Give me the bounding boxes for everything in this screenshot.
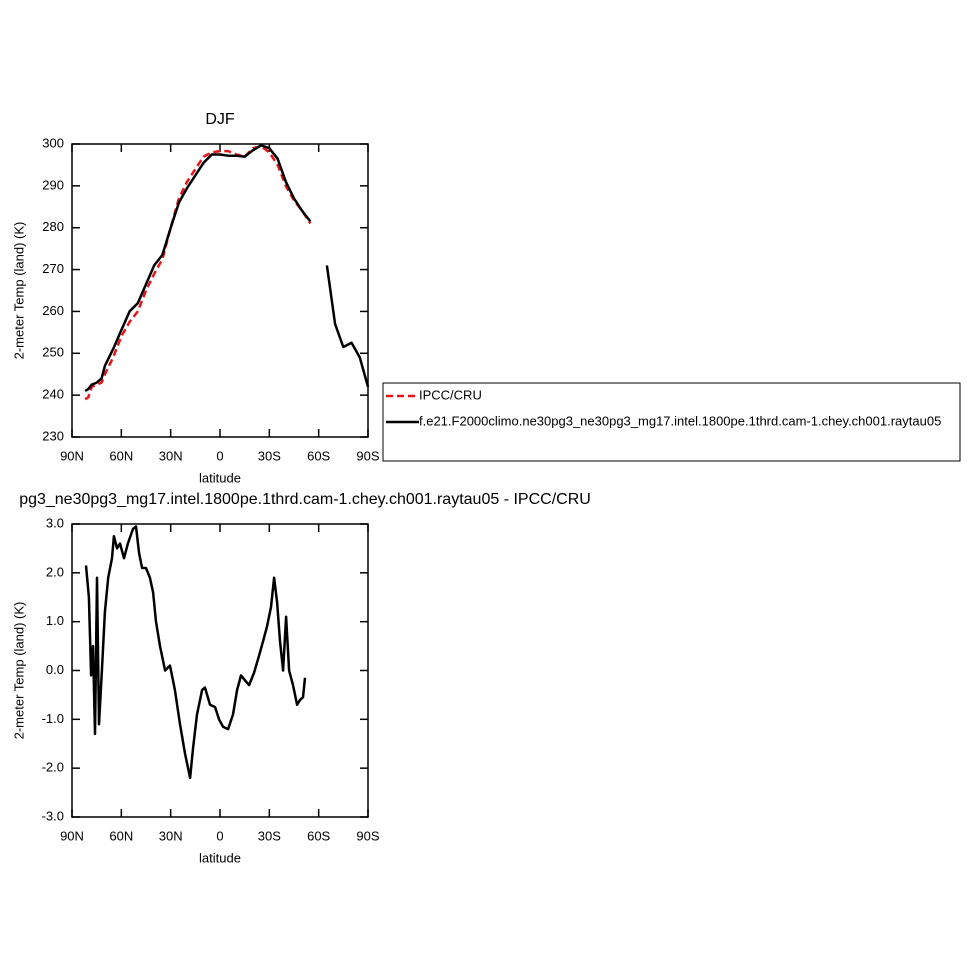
x-tick-label: 0 bbox=[216, 448, 223, 463]
chart-title: DJF bbox=[205, 111, 235, 128]
y-tick-label: 240 bbox=[42, 387, 64, 402]
x-tick-label: 60S bbox=[307, 448, 330, 463]
x-tick-label: 90S bbox=[356, 448, 379, 463]
legend-label: IPCC/CRU bbox=[419, 387, 482, 402]
y-tick-label: 0.0 bbox=[46, 662, 64, 677]
y-tick-label: 2.0 bbox=[46, 564, 64, 579]
legend-box bbox=[382, 382, 961, 462]
y-tick-label: 270 bbox=[42, 261, 64, 276]
data-line bbox=[84, 144, 370, 393]
y-tick-label: -2.0 bbox=[42, 760, 64, 775]
y-tick-label: 250 bbox=[42, 345, 64, 360]
chart-title: pg3_ne30pg3_mg17.intel.1800pe.1thrd.cam-… bbox=[19, 491, 591, 508]
data-line bbox=[84, 525, 307, 780]
x-tick-label: 90S bbox=[356, 828, 379, 843]
y-tick-label: 3.0 bbox=[46, 515, 64, 530]
x-tick-label: 60N bbox=[109, 448, 133, 463]
y-tick-label: 300 bbox=[42, 135, 64, 150]
x-tick-label: 30N bbox=[159, 448, 183, 463]
y-tick-label: 260 bbox=[42, 303, 64, 318]
x-axis-label: latitude bbox=[199, 470, 241, 485]
x-tick-label: 90N bbox=[60, 448, 84, 463]
x-tick-label: 0 bbox=[216, 828, 223, 843]
x-tick-label: 30S bbox=[258, 448, 281, 463]
y-tick-label: 280 bbox=[42, 219, 64, 234]
plot-frame bbox=[71, 143, 369, 438]
y-tick-label: 1.0 bbox=[46, 613, 64, 628]
x-tick-label: 90N bbox=[60, 828, 84, 843]
y-tick-label: 230 bbox=[42, 428, 64, 443]
y-tick-label: -3.0 bbox=[42, 808, 64, 823]
x-tick-label: 30S bbox=[258, 828, 281, 843]
plot-frame bbox=[71, 523, 369, 818]
data-line bbox=[84, 144, 312, 401]
x-tick-label: 60S bbox=[307, 828, 330, 843]
x-axis-label: latitude bbox=[199, 850, 241, 865]
y-tick-label: -1.0 bbox=[42, 711, 64, 726]
y-tick-label: 290 bbox=[42, 177, 64, 192]
legend-label: f.e21.F2000climo.ne30pg3_ne30pg3_mg17.in… bbox=[419, 413, 941, 428]
x-tick-label: 30N bbox=[159, 828, 183, 843]
x-tick-label: 60N bbox=[109, 828, 133, 843]
y-axis-label: 2-meter Temp (land) (K) bbox=[11, 602, 26, 740]
y-axis-label: 2-meter Temp (land) (K) bbox=[11, 222, 26, 360]
